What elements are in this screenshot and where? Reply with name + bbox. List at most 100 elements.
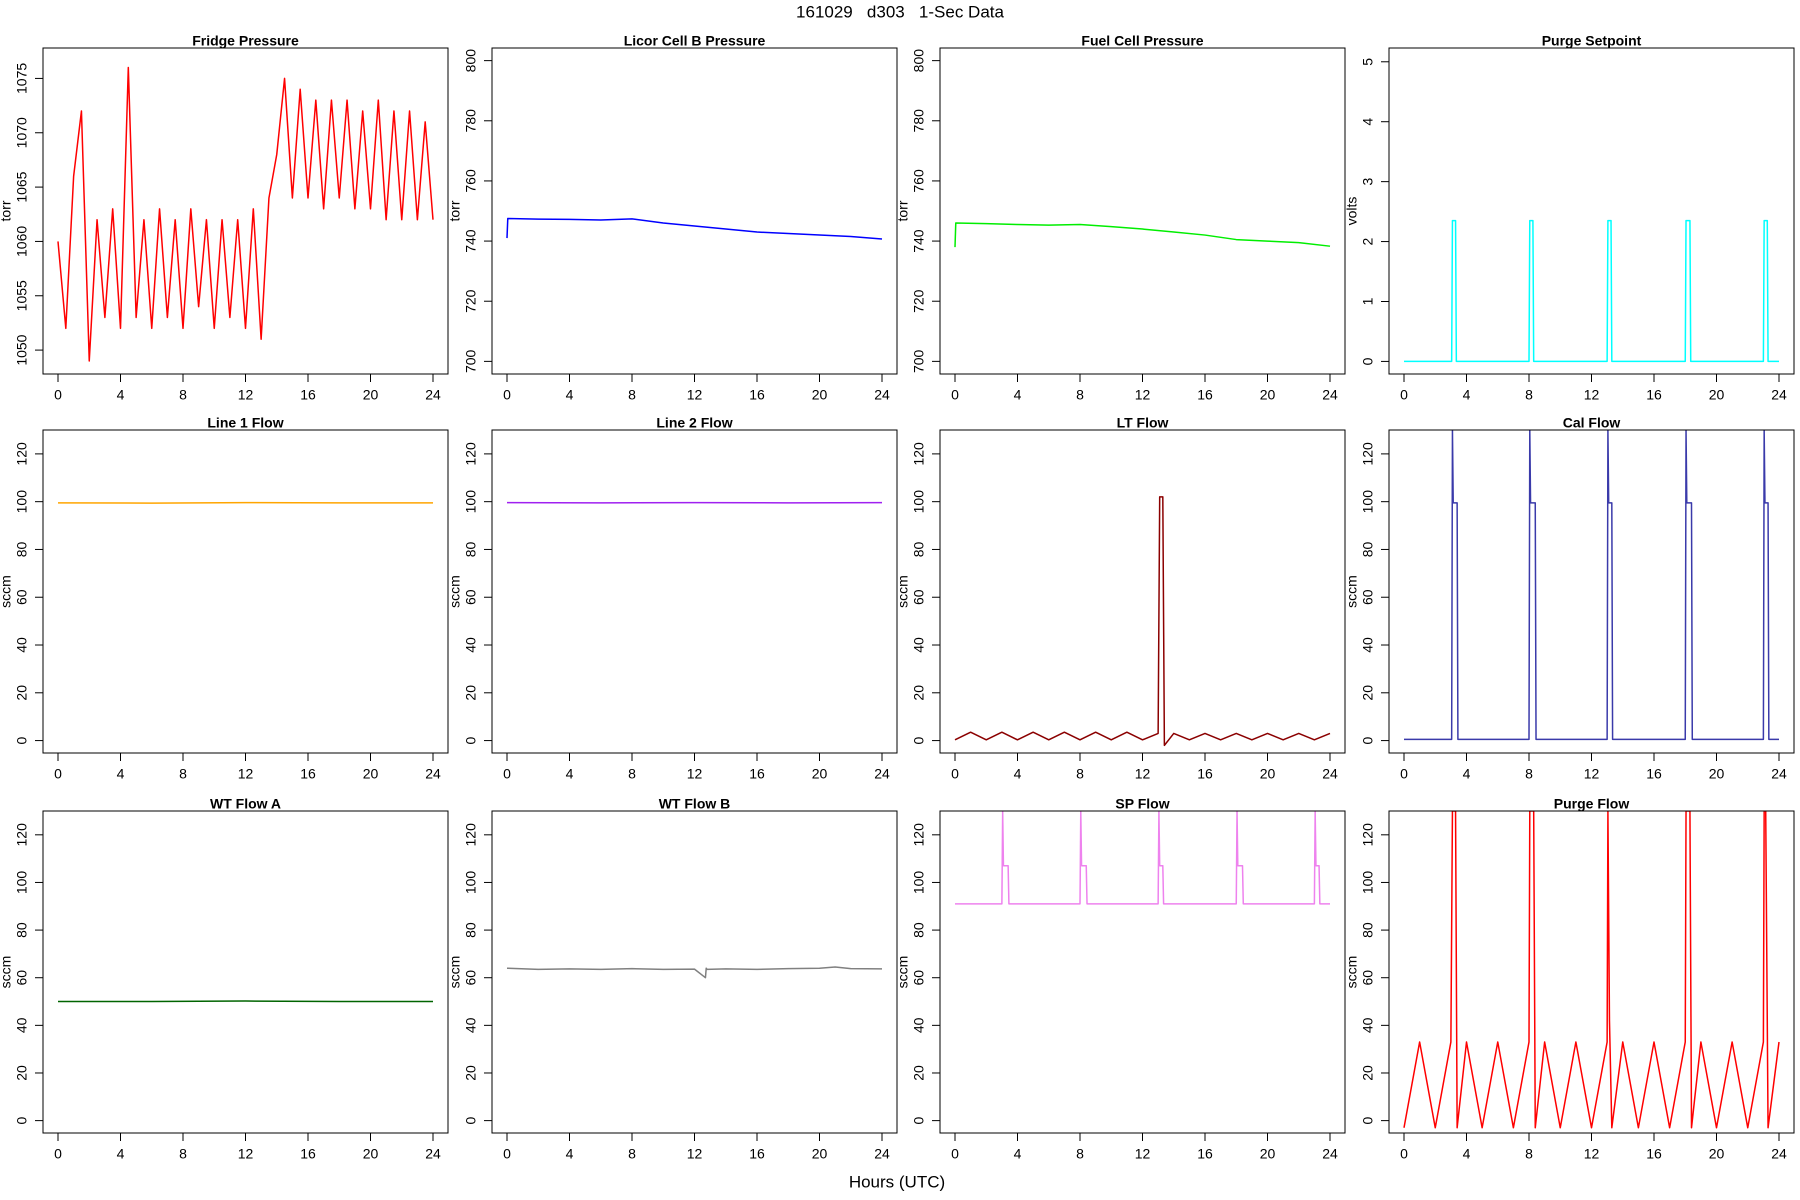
y-tick-label: 120: [14, 823, 30, 847]
x-tick-label: 24: [1322, 766, 1338, 782]
x-tick-label: 4: [1463, 1146, 1471, 1162]
y-tick-label: 2: [1360, 237, 1376, 245]
y-tick-label: 60: [911, 970, 927, 986]
x-tick-label: 24: [874, 1146, 890, 1162]
y-tick-label: 100: [463, 871, 479, 895]
x-tick-label: 12: [1584, 1146, 1600, 1162]
plot-frame: [1388, 47, 1795, 375]
y-tick-label: 0: [463, 1117, 479, 1125]
y-tick-label: 0: [1360, 357, 1376, 365]
x-tick-label: 20: [1260, 387, 1276, 403]
y-axis-label: sccm: [0, 575, 14, 608]
plot-frame: [1388, 429, 1795, 754]
x-tick-label: 4: [1014, 766, 1022, 782]
x-tick-label: 20: [363, 766, 379, 782]
y-tick-label: 100: [14, 871, 30, 895]
x-tick-label: 12: [238, 766, 254, 782]
y-tick-label: 1: [1360, 297, 1376, 305]
y-tick-label: 20: [463, 1065, 479, 1081]
y-tick-label: 20: [911, 685, 927, 701]
y-axis-label: sccm: [1344, 575, 1360, 608]
x-tick-label: 0: [503, 1146, 511, 1162]
y-tick-label: 1055: [14, 280, 30, 311]
x-tick-label: 20: [1709, 766, 1725, 782]
x-tick-label: 12: [687, 766, 703, 782]
panel-title: Purge Setpoint: [1542, 33, 1642, 49]
y-tick-label: 80: [14, 541, 30, 557]
data-line: [1404, 430, 1779, 741]
y-tick-label: 60: [463, 589, 479, 605]
y-axis-label: sccm: [1344, 956, 1360, 989]
data-line: [57, 66, 434, 362]
panel-title: Line 1 Flow: [207, 415, 283, 431]
y-tick-label: 740: [463, 229, 479, 253]
y-axis-label: sccm: [895, 956, 911, 989]
x-tick-label: 4: [117, 1146, 125, 1162]
x-tick-label: 20: [363, 387, 379, 403]
x-tick-label: 8: [1525, 766, 1533, 782]
y-tick-label: 720: [911, 289, 927, 313]
x-tick-label: 0: [503, 387, 511, 403]
x-tick-label: 16: [1646, 387, 1662, 403]
x-tick-label: 8: [628, 1146, 636, 1162]
y-tick-label: 20: [14, 685, 30, 701]
x-tick-label: 8: [1076, 387, 1084, 403]
x-tick-label: 0: [1400, 387, 1408, 403]
x-tick-label: 0: [54, 1146, 62, 1162]
x-tick-label: 4: [1014, 387, 1022, 403]
y-tick-label: 0: [14, 1117, 30, 1125]
plot-frame: [42, 810, 449, 1134]
y-tick-label: 40: [1360, 1017, 1376, 1033]
y-tick-label: 700: [463, 349, 479, 373]
y-tick-label: 5: [1360, 58, 1376, 66]
x-tick-label: 0: [54, 766, 62, 782]
x-tick-label: 12: [1135, 1146, 1151, 1162]
y-tick-label: 120: [1360, 442, 1376, 466]
y-tick-label: 0: [911, 736, 927, 744]
x-tick-label: 20: [812, 1146, 828, 1162]
y-tick-label: 740: [911, 229, 927, 253]
y-tick-label: 80: [911, 541, 927, 557]
x-tick-label: 8: [1076, 766, 1084, 782]
x-tick-label: 16: [300, 387, 316, 403]
x-tick-label: 4: [1463, 387, 1471, 403]
x-tick-label: 16: [300, 766, 316, 782]
x-tick-label: 4: [566, 1146, 574, 1162]
plot-frame: [1388, 810, 1795, 1134]
y-tick-label: 1070: [14, 117, 30, 148]
x-tick-label: 20: [1709, 387, 1725, 403]
y-tick-label: 80: [1360, 541, 1376, 557]
x-tick-label: 12: [687, 387, 703, 403]
y-tick-label: 1050: [14, 334, 30, 365]
x-tick-label: 20: [1260, 1146, 1276, 1162]
y-tick-label: 800: [463, 49, 479, 73]
y-tick-label: 20: [1360, 1065, 1376, 1081]
plot-frame: [491, 429, 898, 754]
y-tick-label: 80: [1360, 922, 1376, 938]
y-axis-label: torr: [0, 200, 14, 221]
x-tick-label: 16: [1197, 766, 1213, 782]
y-tick-label: 80: [463, 541, 479, 557]
x-tick-label: 12: [238, 1146, 254, 1162]
x-tick-label: 20: [812, 766, 828, 782]
x-tick-label: 24: [1771, 1146, 1787, 1162]
x-tick-label: 0: [503, 766, 511, 782]
panel-title: Purge Flow: [1554, 796, 1630, 812]
y-tick-label: 120: [1360, 823, 1376, 847]
x-tick-label: 8: [1525, 1146, 1533, 1162]
x-tick-label: 16: [300, 1146, 316, 1162]
x-tick-label: 4: [566, 387, 574, 403]
y-tick-label: 760: [463, 169, 479, 193]
y-tick-label: 40: [911, 637, 927, 653]
x-tick-label: 12: [1135, 387, 1151, 403]
data-line: [954, 496, 1331, 747]
y-tick-label: 20: [463, 685, 479, 701]
x-tick-label: 12: [1135, 766, 1151, 782]
x-tick-label: 0: [951, 1146, 959, 1162]
data-line: [1403, 811, 1780, 1129]
y-tick-label: 100: [463, 490, 479, 514]
x-tick-label: 12: [1584, 766, 1600, 782]
x-tick-label: 8: [1525, 387, 1533, 403]
y-tick-label: 0: [463, 736, 479, 744]
x-tick-label: 4: [117, 387, 125, 403]
